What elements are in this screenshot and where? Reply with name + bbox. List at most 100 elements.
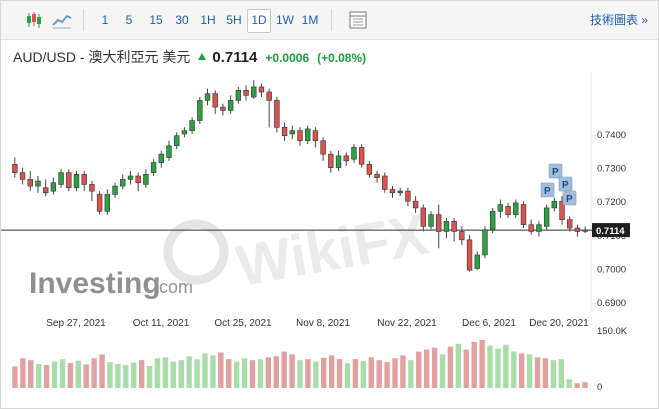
x-tick-label: Nov 22, 2021 (377, 318, 437, 329)
x-tick-label: Nov 8, 2021 (296, 318, 350, 329)
candle-down (567, 219, 573, 229)
volume-bar (297, 360, 303, 388)
price-change-percent: (+0.08%) (317, 51, 367, 65)
volume-bar (416, 351, 422, 388)
volume-bar (59, 359, 66, 388)
candle-down (574, 227, 581, 232)
volume-bar (439, 354, 446, 388)
investing-logo-suffix: .com (154, 277, 193, 297)
volume-bar (83, 364, 89, 388)
event-marker-badge (540, 182, 555, 198)
area-chart-icon[interactable] (51, 9, 73, 31)
candle-up (482, 229, 488, 256)
volume-bar (447, 346, 454, 388)
volume-bar (289, 354, 295, 388)
current-price-label: 0.7114 (596, 226, 625, 237)
volume-bar (170, 361, 177, 388)
volume-bar (550, 360, 557, 388)
candle-up (351, 147, 357, 160)
timeframe-15[interactable]: 15 (149, 13, 163, 27)
candle-up (204, 93, 211, 101)
volume-bar (455, 343, 462, 388)
timeframe-5h[interactable]: 5H (226, 13, 242, 27)
volume-bar (233, 361, 240, 388)
candle-down (382, 175, 388, 190)
x-tick-label: Sep 27, 2021 (46, 318, 106, 329)
wikifx-watermark: WikiFX (232, 201, 434, 299)
candle-up (181, 130, 188, 135)
candle-down (281, 126, 288, 136)
volume-bar (344, 363, 351, 388)
candlestick-icon[interactable] (23, 9, 45, 31)
event-marker-badge (548, 163, 563, 179)
candle-up (443, 221, 450, 232)
volume-bar (202, 353, 208, 388)
candle-down (81, 174, 87, 185)
timeframe-1h[interactable]: 1H (200, 13, 216, 27)
candle-down (274, 100, 280, 128)
advanced-chart-link[interactable]: 技術圖表 » (589, 13, 648, 27)
volume-bar (257, 359, 264, 388)
volume-bar (281, 351, 287, 388)
volume-bar (305, 359, 311, 388)
candle-up (127, 175, 134, 180)
candle-down (27, 179, 33, 187)
candle-down (96, 194, 103, 212)
candle-down (42, 187, 49, 194)
volume-bar (526, 354, 533, 388)
candle-down (66, 172, 72, 189)
volume-bar (210, 355, 216, 388)
volume-bar (336, 359, 343, 388)
candle-down (19, 172, 26, 180)
candle-up (551, 200, 558, 209)
candle-up (543, 207, 550, 227)
volume-bar (178, 360, 184, 388)
volume-bar (519, 353, 525, 388)
volume-bar (20, 358, 26, 388)
candle-up (50, 182, 57, 192)
candle-up (305, 128, 311, 142)
candle-down (243, 90, 249, 96)
volume-bar (313, 361, 319, 388)
candle-up (104, 194, 111, 212)
candle-down (266, 91, 272, 101)
candle-down (12, 163, 18, 173)
timeframe-1d[interactable]: 1D (247, 9, 271, 33)
volume-bar (582, 382, 588, 388)
event-marker-label: P (566, 194, 573, 205)
volume-bar (154, 358, 161, 388)
candle-up (197, 100, 203, 121)
investing-logo: Investing (29, 267, 161, 300)
candle-up (189, 120, 195, 131)
volume-bar (400, 355, 406, 388)
candle-up (497, 204, 504, 212)
volume-bar (91, 358, 97, 388)
timeframe-30[interactable]: 30 (175, 13, 189, 27)
timeframe-1[interactable]: 1 (101, 13, 109, 27)
timeframe-1m[interactable]: 1M (301, 13, 319, 27)
volume-bar (51, 361, 58, 388)
volume-bar (503, 344, 509, 388)
volume-bar (12, 366, 18, 388)
volume-bar (28, 360, 34, 388)
table-icon[interactable] (347, 9, 369, 31)
toolbar-divider (83, 9, 84, 31)
timeframe-5[interactable]: 5 (125, 13, 133, 27)
volume-bar (249, 360, 256, 388)
event-marker-label: P (552, 167, 559, 178)
candle-up (35, 180, 41, 187)
up-arrow-icon (198, 53, 207, 60)
candle-down (343, 155, 349, 162)
volume-bar (218, 352, 224, 388)
candle-up (235, 90, 242, 101)
timeframe-1w[interactable]: 1W (276, 13, 294, 27)
candle-up (120, 179, 126, 187)
price-chart: Investing.com WikiFX 0.7400 0.7300 0.7200 0.… (1, 72, 630, 393)
candle-up (428, 214, 434, 227)
volume-bar (131, 362, 137, 388)
candle-down (320, 140, 326, 155)
event-marker-label: P (562, 180, 569, 191)
volume-bar (487, 345, 493, 388)
candle-up (397, 190, 403, 194)
